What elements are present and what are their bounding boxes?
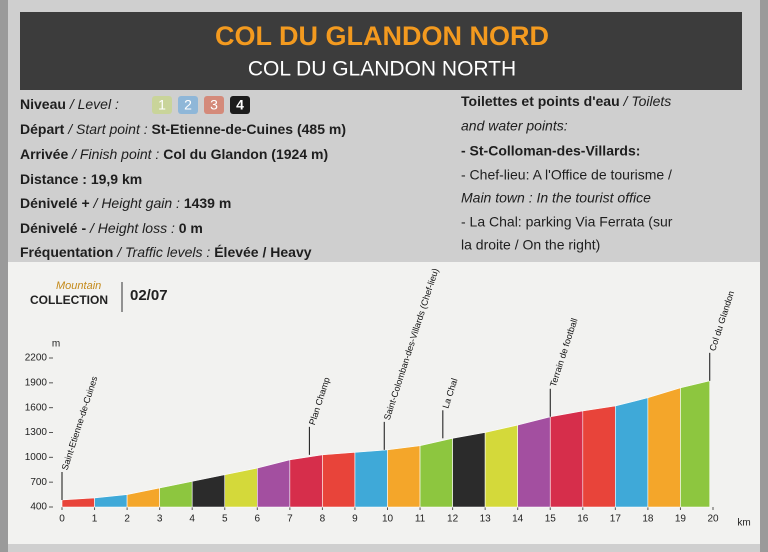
info-label-en: :: [82, 171, 87, 187]
x-tick-label: 17: [610, 514, 622, 525]
profile-segment: [549, 410, 584, 508]
info-label: Niveau: [20, 96, 66, 112]
info-value: 1439 m: [184, 195, 231, 211]
x-tick-label: 13: [480, 514, 492, 525]
water-title-en: and water points:: [461, 118, 568, 134]
y-tick-label: 1300: [25, 427, 48, 438]
svg-text:Distance : 19,9 km: Distance : 19,9 km: [20, 171, 142, 187]
profile-segment: [289, 454, 323, 508]
info-list: Niveau / Level : 1 2 3 4 Départ / Start …: [20, 93, 673, 260]
info-label: Distance: [20, 171, 79, 187]
y-tick-label: 1600: [25, 402, 48, 413]
level-box: [204, 96, 224, 114]
info-label: Fréquentation: [20, 244, 113, 260]
info-label-en: / Traffic levels :: [116, 244, 210, 260]
info-label-en: / Start point :: [67, 121, 147, 137]
info-value: Col du Glandon (1924 m): [163, 146, 328, 162]
svg-text:Dénivelé - / Height loss : 0 m: Dénivelé - / Height loss : 0 m: [20, 220, 203, 236]
profile-segment: [387, 445, 421, 508]
info-label: Départ: [20, 121, 65, 137]
x-tick-label: 11: [415, 514, 426, 525]
x-tick-label: 19: [675, 514, 687, 525]
level-box: [178, 96, 198, 114]
info-label-en: / Level :: [69, 96, 119, 112]
y-tick-label: 400: [30, 502, 47, 513]
brand-bottom: COLLECTION: [30, 293, 108, 307]
profile-segment: [354, 449, 388, 508]
y-tick-label: 2200: [25, 353, 48, 364]
y-tick-label: 1900: [25, 377, 48, 388]
info-label: Arrivée: [20, 146, 68, 162]
x-tick-label: 4: [189, 514, 195, 525]
water-line: Main town : In the tourist office: [461, 190, 651, 206]
profile-segment: [419, 437, 453, 508]
x-tick-label: 9: [352, 514, 358, 525]
info-value: St-Etienne-de-Cuines (485 m): [152, 121, 346, 137]
profile-segment: [582, 405, 616, 508]
x-tick-label: 1: [92, 514, 98, 525]
info-value: 0 m: [179, 220, 203, 236]
profile-segment: [256, 459, 291, 508]
level: 4: [236, 97, 244, 113]
brand-top: Mountain: [56, 280, 101, 292]
x-tick-label: 12: [447, 514, 459, 525]
subtitle: COL DU GLANDON NORTH: [248, 58, 516, 81]
water-title: Toilettes et points d'eau: [461, 93, 620, 109]
x-tick-label: 0: [59, 514, 65, 525]
x-tick-label: 5: [222, 514, 228, 525]
x-tick-label: 3: [157, 514, 163, 525]
y-tick-label: 1000: [25, 452, 48, 463]
info-label-en: / Height loss :: [89, 220, 175, 236]
svg-text:Toilettes et points d'eau / To: Toilettes et points d'eau / Toilets: [461, 93, 671, 109]
x-tick-label: 15: [545, 514, 557, 525]
svg-text:Départ / Start point : St-Etie: Départ / Start point : St-Etienne-de-Cui…: [20, 121, 346, 137]
x-tick-label: 8: [320, 514, 326, 525]
level-box: [152, 96, 172, 114]
level: 2: [184, 97, 192, 113]
header-band: [20, 12, 742, 90]
x-tick-label: 7: [287, 514, 293, 525]
title: COL DU GLANDON NORD: [215, 21, 549, 51]
profile-segment: [484, 424, 519, 508]
water-place: - St-Colloman-des-Villards:: [461, 143, 640, 159]
x-tick-label: 16: [577, 514, 589, 525]
info-label-en: / Finish point :: [71, 146, 159, 162]
water-line: - Chef-lieu: A l'Office de tourisme /: [461, 167, 672, 183]
x-tick-label: 18: [642, 514, 654, 525]
info-value: 19,9 km: [91, 171, 142, 187]
x-tick-label: 14: [512, 514, 524, 525]
level: 3: [210, 97, 218, 113]
water-title-en: / Toilets: [623, 93, 672, 109]
profile-segment: [452, 432, 486, 508]
info-label: Dénivelé +: [20, 195, 90, 211]
level-box: [230, 96, 250, 114]
profile-segment: [615, 397, 649, 508]
svg-text:Fréquentation / Traffic levels: Fréquentation / Traffic levels : Élevée …: [20, 244, 312, 260]
info-label-en: / Height gain :: [93, 195, 180, 211]
info-label: Dénivelé -: [20, 220, 86, 236]
info-value: Élevée / Heavy: [214, 244, 312, 260]
water-line: - La Chal: parking Via Ferrata (sur: [461, 214, 673, 230]
svg-text:Niveau / Level :: Niveau / Level :: [20, 96, 119, 112]
profile-segment: [322, 452, 356, 508]
x-tick-label: 2: [124, 514, 130, 525]
profile-segment: [647, 387, 681, 508]
profile-segment: [680, 380, 711, 508]
x-tick-label: 6: [255, 514, 261, 525]
x-tick-label: 20: [707, 514, 719, 525]
x-axis-label: km: [737, 518, 750, 529]
profile-segment: [224, 467, 258, 508]
y-axis-label: m: [52, 339, 60, 350]
brand-number: 02/07: [130, 287, 168, 304]
water-line: la droite / On the right): [461, 237, 600, 253]
level: 1: [158, 97, 166, 113]
y-tick-label: 700: [30, 477, 47, 488]
svg-text:Dénivelé + / Height gain : 143: Dénivelé + / Height gain : 1439 m: [20, 195, 231, 211]
svg-text:Arrivée / Finish point : Col d: Arrivée / Finish point : Col du Glandon …: [20, 146, 328, 162]
profile-segment: [517, 416, 551, 508]
x-tick-label: 10: [382, 514, 394, 525]
